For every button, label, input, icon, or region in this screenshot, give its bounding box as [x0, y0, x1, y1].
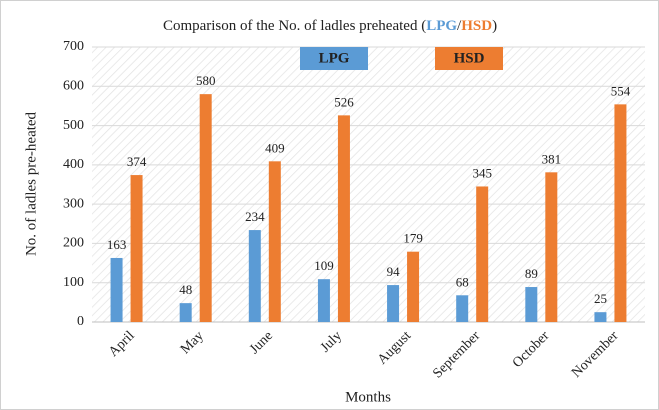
- data-label: 580: [196, 73, 216, 88]
- y-tick-label: 500: [63, 118, 84, 133]
- data-label: 554: [611, 83, 631, 98]
- bar: [248, 230, 261, 322]
- legend-label: HSD: [454, 50, 485, 66]
- bar: [407, 251, 420, 322]
- plot-background: [92, 47, 645, 322]
- bar: [545, 172, 558, 322]
- bar: [317, 279, 330, 322]
- bar: [268, 161, 281, 322]
- data-label: 234: [245, 209, 265, 224]
- legend-label: LPG: [319, 50, 350, 66]
- bar: [525, 287, 538, 322]
- bar: [387, 285, 400, 322]
- title-part: HSD: [461, 18, 492, 34]
- y-tick-label: 700: [63, 39, 84, 54]
- title-part: LPG: [426, 18, 457, 34]
- x-axis-label: Months: [345, 389, 391, 405]
- data-label: 89: [525, 266, 538, 281]
- data-label: 109: [314, 258, 334, 273]
- data-label: 25: [594, 291, 607, 306]
- y-axis-label: No. of ladles pre-heated: [23, 111, 39, 256]
- title-part: Comparison of the No. of ladles preheate…: [163, 18, 426, 34]
- title-part: ): [492, 18, 497, 34]
- data-label: 345: [472, 165, 492, 180]
- data-label: 68: [456, 274, 469, 289]
- bar: [456, 295, 469, 322]
- bar: [594, 312, 607, 322]
- bar: [614, 104, 627, 322]
- data-label: 163: [107, 237, 127, 252]
- legend-swatch: [435, 47, 503, 70]
- bar: [130, 175, 143, 322]
- legend-swatch: [300, 47, 368, 70]
- y-tick-label: 400: [63, 157, 84, 172]
- title-part: /: [457, 18, 462, 34]
- y-tick-label: 0: [77, 314, 84, 329]
- bar: [476, 186, 489, 322]
- bar: [199, 94, 212, 323]
- data-label: 48: [179, 282, 192, 297]
- data-label: 94: [387, 264, 401, 279]
- bar: [110, 257, 123, 322]
- y-tick-label: 600: [63, 79, 84, 94]
- chart-title: Comparison of the No. of ladles preheate…: [163, 18, 497, 34]
- y-tick-label: 300: [63, 196, 84, 211]
- bar: [179, 303, 192, 322]
- data-label: 179: [403, 231, 423, 246]
- data-label: 409: [265, 140, 285, 155]
- data-label: 526: [334, 94, 354, 109]
- data-label: 381: [542, 151, 562, 166]
- y-tick-label: 100: [63, 275, 84, 290]
- y-tick-label: 200: [63, 236, 84, 251]
- data-label: 374: [127, 154, 147, 169]
- bar: [337, 115, 350, 322]
